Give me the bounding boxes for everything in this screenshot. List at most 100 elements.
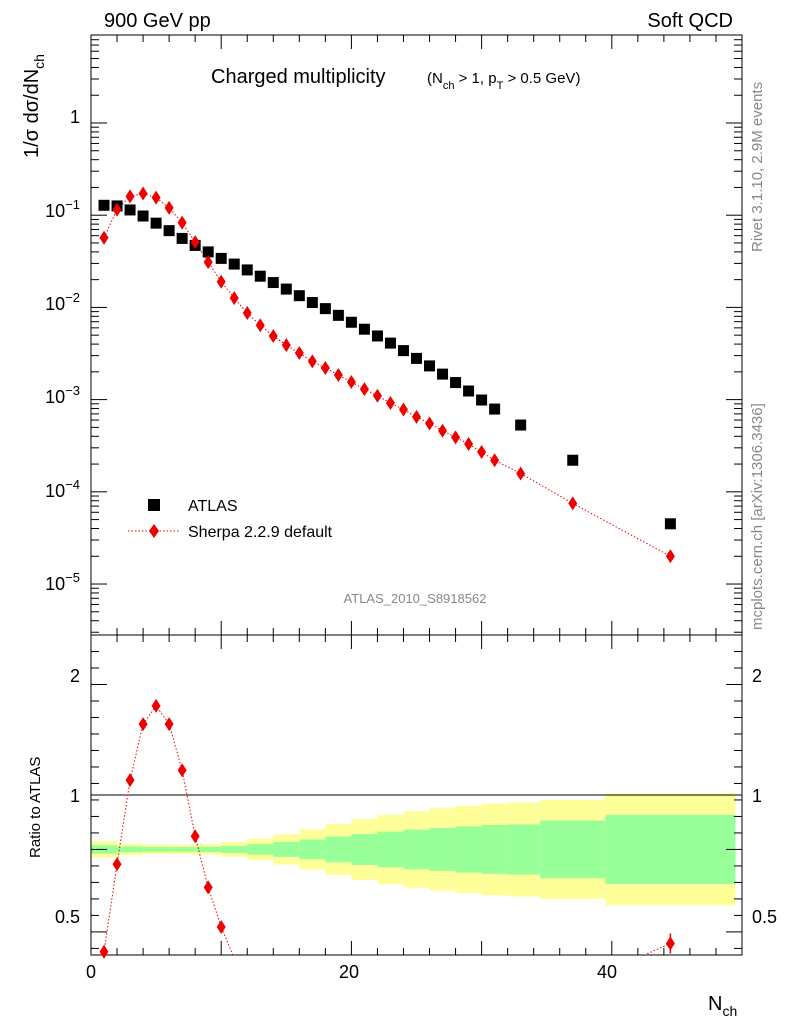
- y-tick-label-1: 1: [70, 107, 80, 127]
- atlas-point: [424, 360, 436, 372]
- sherpa-point: [307, 354, 317, 369]
- atlas-point: [489, 403, 501, 415]
- main-title: Charged multiplicity: [211, 66, 386, 88]
- atlas-point: [176, 232, 188, 244]
- atlas-point: [267, 277, 279, 289]
- ratio-line: [103, 705, 671, 955]
- sherpa-point: [451, 430, 461, 445]
- sherpa-point: [151, 190, 161, 205]
- band-inner-segment: [143, 847, 170, 852]
- y-tick-label-1e-3: 10−3: [45, 383, 80, 407]
- y-tick-label-1e-4: 10−4: [45, 477, 80, 501]
- ratio-tick-05-right: 0.5: [752, 907, 777, 927]
- band-inner-segment: [299, 839, 326, 860]
- atlas-point: [515, 419, 527, 431]
- atlas-point: [358, 323, 370, 335]
- sherpa-point: [477, 445, 487, 460]
- sherpa-point: [464, 437, 474, 452]
- sherpa-point: [99, 230, 109, 245]
- atlas-point: [319, 303, 331, 315]
- header-left: 900 GeV pp: [104, 10, 211, 32]
- band-inner-segment: [221, 845, 248, 854]
- atlas-point: [397, 345, 409, 357]
- band-inner-segment: [273, 842, 300, 857]
- band-inner-segment: [117, 846, 144, 853]
- sherpa-point: [164, 200, 174, 215]
- sherpa-point: [372, 388, 382, 403]
- band-inner-segment: [247, 844, 274, 855]
- header-right: Soft QCD: [647, 10, 733, 32]
- band-inner-segment: [429, 827, 456, 871]
- main-frame: [90, 34, 743, 636]
- ratio-band-inner: [91, 814, 736, 885]
- ratio-curve-high: [643, 942, 671, 955]
- ratio-curve-low: [103, 705, 234, 955]
- x-tick-label-40: 40: [597, 962, 617, 982]
- legend-atlas-label: ATLAS: [188, 498, 238, 515]
- ratio-point: [665, 936, 675, 951]
- main-ylabel: 1/σ dσ/dNch: [21, 54, 47, 158]
- ratio-point: [112, 857, 122, 872]
- sherpa-point: [425, 416, 435, 431]
- atlas-point: [241, 264, 253, 276]
- sherpa-point: [490, 453, 500, 468]
- ratio-point: [203, 880, 213, 895]
- mcplots-label: mcplots.cern.ch [arXiv:1306.3436]: [749, 403, 766, 630]
- atlas-point: [280, 283, 292, 295]
- band-inner-segment: [325, 836, 352, 863]
- atlas-point: [437, 368, 449, 380]
- ratio-point: [151, 698, 161, 713]
- sherpa-main-line: [103, 192, 671, 557]
- x-tick-label-20: 20: [339, 962, 359, 982]
- atlas-point: [384, 337, 396, 349]
- sherpa-point: [281, 338, 291, 353]
- sherpa-point: [177, 215, 187, 230]
- ratio-tick-2-right: 2: [752, 666, 762, 686]
- sherpa-point: [255, 318, 265, 333]
- band-inner-segment: [403, 829, 430, 870]
- sherpa-point: [359, 382, 369, 397]
- ratio-tick-1-left: 1: [70, 786, 80, 806]
- legend-sherpa-marker: [149, 524, 159, 538]
- band-inner-segment: [507, 824, 541, 875]
- legend-atlas-marker: [148, 499, 160, 511]
- sherpa-point: [333, 367, 343, 382]
- sherpa-point: [516, 466, 526, 481]
- atlas-point: [463, 385, 475, 397]
- legend: ATLAS Sherpa 2.2.9 default: [128, 498, 333, 541]
- sherpa-point: [229, 291, 239, 306]
- atlas-point: [202, 246, 214, 258]
- sherpa-point: [320, 361, 330, 376]
- ratio-point: [99, 944, 109, 959]
- band-inner-segment: [169, 847, 196, 852]
- x-axis-label: Nch: [708, 993, 737, 1019]
- atlas-point: [664, 518, 676, 530]
- ratio-points: [99, 698, 675, 959]
- main-subtitle: (Nch > 1, pT > 0.5 GeV): [427, 70, 580, 92]
- atlas-point: [137, 210, 149, 222]
- sherpa-point: [412, 409, 421, 424]
- atlas-point: [228, 258, 240, 270]
- atlas-point: [411, 352, 422, 364]
- ratio-point: [177, 763, 187, 778]
- atlas-point: [371, 330, 383, 342]
- sherpa-point: [346, 375, 356, 390]
- ratio-tick-05-left: 0.5: [55, 907, 80, 927]
- sherpa-point: [216, 274, 226, 289]
- atlas-point: [254, 270, 266, 282]
- band-inner-segment: [377, 831, 404, 868]
- sherpa-point: [138, 186, 148, 201]
- sherpa-point: [242, 305, 252, 320]
- legend-sherpa-label: Sherpa 2.2.9 default: [188, 524, 333, 541]
- rivet-label: Rivet 3.1.10, 2.9M events: [749, 82, 766, 252]
- sherpa-point: [398, 402, 408, 417]
- atlas-point: [450, 377, 462, 389]
- sherpa-main-curve: [103, 192, 671, 557]
- ratio-point: [125, 773, 135, 788]
- band-inner-segment: [540, 820, 606, 879]
- x-tick-label-0: 0: [86, 962, 96, 982]
- atlas-point: [293, 290, 305, 302]
- atlas-points: [98, 199, 676, 530]
- ratio-tick-1-right: 1: [752, 786, 762, 806]
